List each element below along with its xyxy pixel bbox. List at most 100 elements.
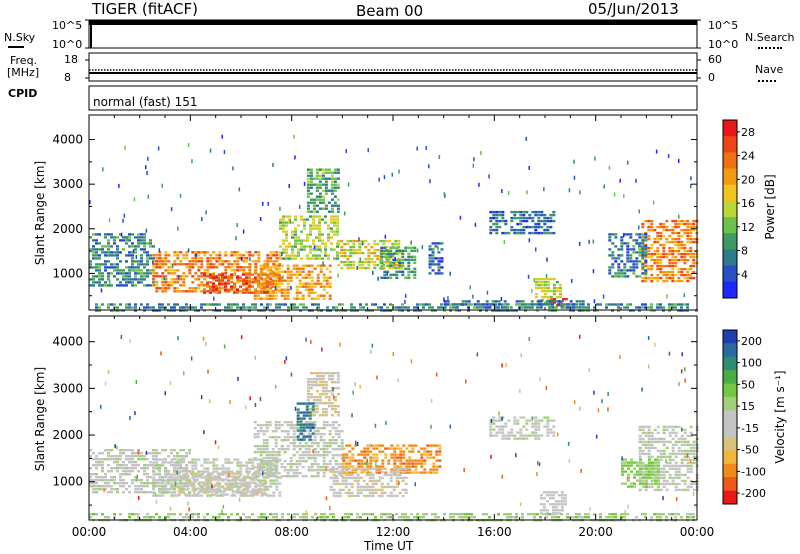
velocity-cell	[213, 475, 217, 478]
power-cell	[336, 183, 340, 186]
velocity-cell	[396, 444, 400, 447]
power-cell	[543, 222, 547, 226]
power-cell	[653, 237, 657, 241]
velocity-cell	[203, 458, 207, 461]
velocity-cell	[338, 482, 342, 486]
power-cell	[428, 254, 432, 257]
power-cell	[312, 248, 315, 251]
power-cell	[665, 240, 669, 244]
power-cell	[227, 275, 231, 278]
power-cell	[312, 227, 315, 230]
velocity-cell	[485, 513, 488, 516]
power-cell	[253, 279, 257, 282]
power-cell	[134, 303, 137, 306]
power-cell	[200, 266, 204, 269]
power-cell	[285, 257, 288, 260]
velocity-cell	[375, 471, 379, 474]
power-speckle	[535, 247, 537, 252]
power-cell	[300, 218, 303, 221]
power-cell	[401, 306, 404, 309]
power-speckle	[123, 213, 126, 218]
power-cell	[98, 306, 101, 309]
velocity-cell	[197, 513, 200, 516]
power-cell	[662, 255, 666, 259]
velocity-cell	[334, 460, 338, 463]
velocity-cell	[161, 488, 165, 491]
velocity-cell	[656, 458, 660, 462]
power-speckle	[290, 285, 292, 290]
power-cell	[352, 248, 356, 252]
power-cell	[318, 207, 322, 210]
power-cell	[203, 275, 207, 278]
velocity-cell	[461, 513, 464, 516]
power-cell	[279, 227, 282, 230]
velocity-cell	[167, 455, 170, 458]
velocity-cell	[321, 387, 325, 390]
power-cell	[113, 275, 116, 278]
velocity-cell	[155, 467, 159, 470]
velocity-cell	[269, 479, 273, 482]
power-cell	[626, 242, 630, 245]
velocity-cell	[327, 372, 331, 375]
velocity-cell	[215, 494, 219, 497]
power-cell	[537, 277, 541, 281]
velocity-cell	[644, 513, 647, 516]
power-cell	[330, 180, 334, 183]
power-cell	[119, 272, 122, 275]
velocity-cell	[683, 437, 687, 441]
power-cell	[659, 231, 663, 235]
power-cell	[309, 233, 312, 236]
velocity-cell	[265, 442, 269, 445]
power-cell	[245, 282, 248, 285]
power-speckle	[473, 157, 475, 162]
power-cell	[297, 224, 300, 227]
velocity-cell	[551, 503, 555, 506]
velocity-cell	[420, 471, 424, 474]
power-cell	[230, 263, 234, 266]
velocity-cell	[131, 513, 134, 516]
power-cell	[662, 252, 666, 256]
power-cell	[197, 266, 201, 269]
velocity-cell	[398, 467, 402, 471]
velocity-cell	[313, 433, 317, 436]
power-cell	[674, 258, 678, 262]
velocity-cell	[262, 433, 266, 436]
velocity-cell	[366, 453, 370, 456]
velocity-cell	[248, 461, 252, 464]
power-cell	[316, 273, 320, 276]
velocity-cell	[278, 482, 282, 485]
velocity-cell	[188, 461, 192, 464]
velocity-cell	[354, 459, 358, 462]
velocity-cell	[182, 516, 185, 519]
velocity-cell	[269, 470, 273, 473]
power-colorbar-swatch	[723, 136, 737, 153]
velocity-cell	[113, 479, 116, 482]
velocity-cell	[215, 516, 218, 519]
power-cell	[245, 272, 249, 275]
power-cell	[501, 213, 505, 217]
power-cell	[671, 276, 675, 280]
power-cell	[620, 260, 624, 263]
velocity-cell	[306, 387, 310, 390]
power-cell	[641, 236, 645, 239]
power-cell	[608, 236, 612, 239]
velocity-cell	[207, 481, 211, 484]
power-cell	[644, 254, 648, 257]
power-cell	[318, 239, 321, 242]
power-cell	[318, 230, 321, 233]
velocity-cell	[353, 467, 357, 471]
power-cell	[275, 251, 279, 254]
power-cell	[242, 288, 245, 291]
velocity-cell	[292, 433, 296, 436]
power-cell	[440, 242, 444, 245]
power-cell	[305, 306, 308, 309]
power-cell	[295, 297, 299, 300]
power-cell	[653, 261, 657, 265]
power-cell	[149, 245, 152, 248]
velocity-cell	[662, 476, 666, 480]
power-cell	[224, 272, 228, 275]
velocity-cell	[216, 490, 220, 493]
velocity-cell	[680, 452, 684, 456]
nave-label: Nave	[755, 63, 784, 76]
power-cell	[677, 222, 681, 226]
